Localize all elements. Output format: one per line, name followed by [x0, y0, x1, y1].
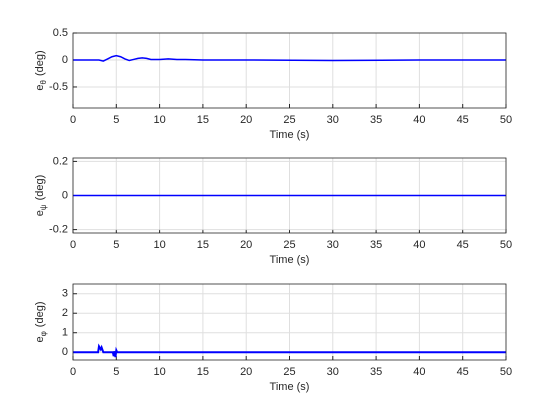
axes-box — [72, 157, 507, 234]
y-label-sub: φ — [39, 331, 48, 336]
y-axis-label: eφ (deg) — [34, 302, 48, 343]
x-tick-label: 10 — [153, 114, 165, 126]
y-axis-label: eψ (deg) — [34, 175, 48, 217]
y-tick-label: 0 — [62, 189, 68, 201]
y-tick-label: 0.5 — [53, 27, 68, 39]
y-tick-label: 0 — [62, 54, 68, 66]
y-tick-label: 0.2 — [53, 155, 68, 167]
x-tick-label: 25 — [283, 114, 295, 126]
x-tick-label: 5 — [113, 114, 119, 126]
x-tick-label: 20 — [240, 366, 252, 378]
y-label-base: e — [34, 336, 46, 342]
x-tick-label: 0 — [70, 239, 76, 251]
x-tick-label: 50 — [500, 114, 512, 126]
y-label-rest: (deg) — [34, 175, 46, 201]
x-tick-label: 20 — [240, 239, 252, 251]
y-label-base: e — [34, 85, 46, 91]
x-tick-label: 40 — [413, 239, 425, 251]
y-tick-label: 2 — [62, 307, 68, 319]
x-tick-label: 25 — [283, 239, 295, 251]
x-tick-label: 45 — [457, 114, 469, 126]
y-label-rest: (deg) — [34, 302, 46, 328]
y-tick-label: -0.2 — [49, 223, 68, 235]
x-tick-label: 0 — [70, 114, 76, 126]
x-tick-label: 10 — [153, 239, 165, 251]
data-line — [73, 54, 506, 62]
x-tick-label: 35 — [370, 366, 382, 378]
y-label-sub: θ — [39, 80, 48, 85]
x-tick-label: 10 — [153, 366, 165, 378]
x-axis-label: Time (s) — [270, 254, 310, 266]
y-label-base: e — [34, 210, 46, 216]
y-label-sub: ψ — [39, 204, 48, 210]
x-tick-label: 50 — [500, 239, 512, 251]
x-axis-label: Time (s) — [270, 381, 310, 393]
x-tick-label: 40 — [413, 114, 425, 126]
x-tick-label: 30 — [327, 239, 339, 251]
x-tick-label: 0 — [70, 366, 76, 378]
x-tick-label: 15 — [197, 114, 209, 126]
x-tick-label: 5 — [113, 239, 119, 251]
x-tick-label: 50 — [500, 366, 512, 378]
x-tick-label: 40 — [413, 366, 425, 378]
x-tick-label: 5 — [113, 366, 119, 378]
x-tick-label: 30 — [327, 366, 339, 378]
y-tick-label: 0 — [62, 346, 68, 358]
y-label-rest: (deg) — [34, 50, 46, 76]
x-tick-label: 15 — [197, 239, 209, 251]
axes-box — [72, 32, 507, 109]
x-tick-label: 35 — [370, 239, 382, 251]
x-tick-label: 20 — [240, 114, 252, 126]
axes-box — [72, 283, 507, 361]
x-tick-label: 45 — [457, 366, 469, 378]
x-tick-label: 25 — [283, 366, 295, 378]
y-tick-label: 3 — [62, 288, 68, 300]
x-tick-label: 35 — [370, 114, 382, 126]
y-tick-label: -0.5 — [49, 81, 68, 93]
data-line — [73, 343, 506, 358]
x-tick-label: 45 — [457, 239, 469, 251]
x-tick-label: 15 — [197, 366, 209, 378]
x-axis-label: Time (s) — [270, 129, 310, 141]
x-tick-label: 30 — [327, 114, 339, 126]
y-tick-label: 1 — [62, 327, 68, 339]
y-axis-label: eθ (deg) — [34, 50, 48, 90]
